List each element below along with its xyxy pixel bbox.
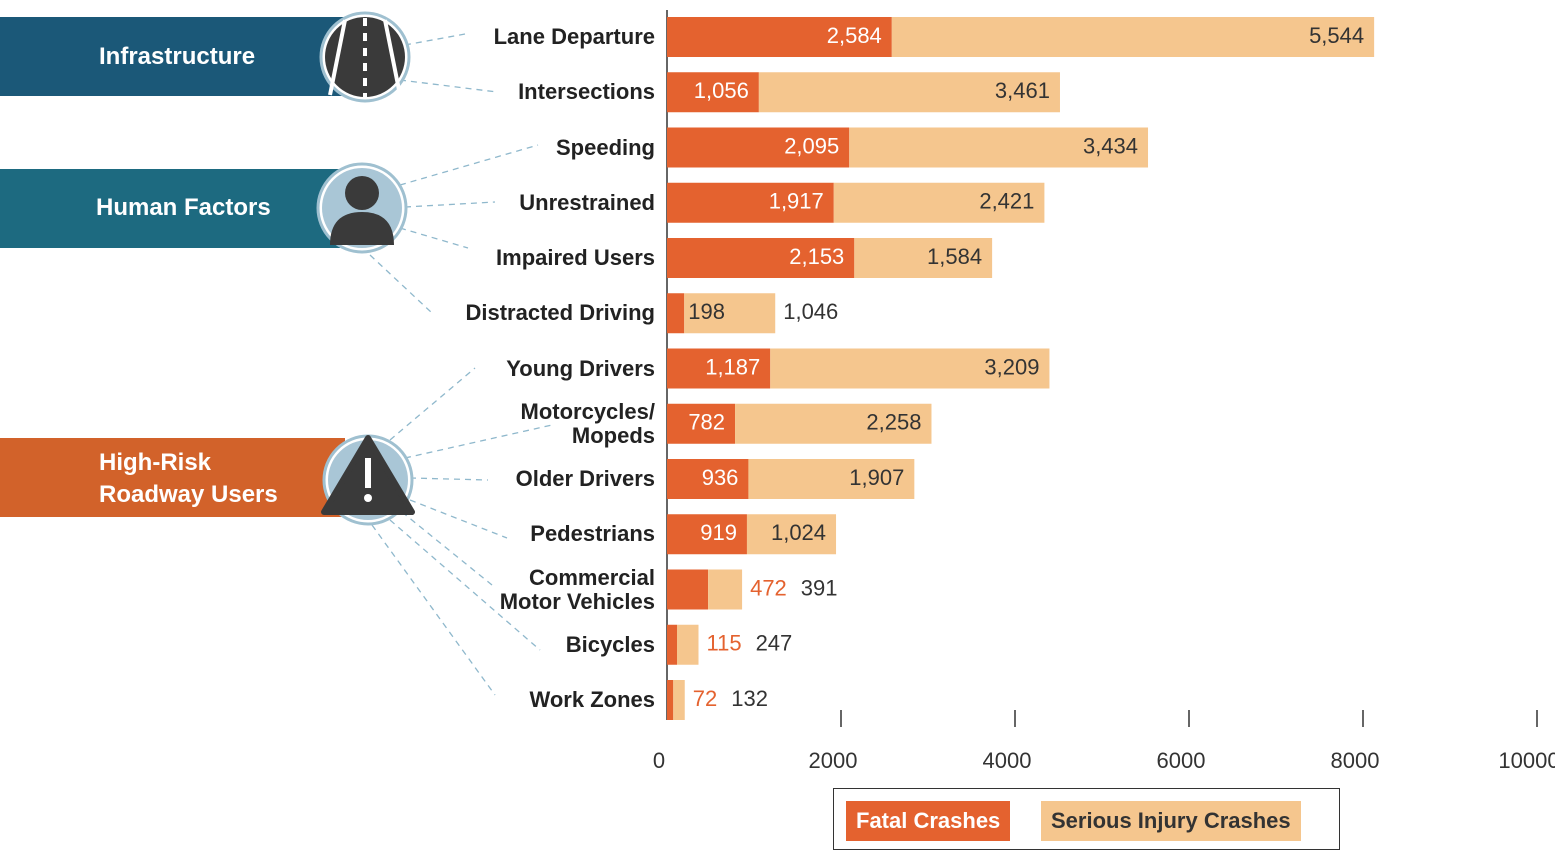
bar-serious	[833, 182, 1045, 223]
value-label: 2,584	[827, 23, 882, 48]
bar-fatal	[667, 459, 749, 499]
group-label: High-Risk Roadway Users	[99, 449, 278, 508]
legend-entry: Serious Injury Crashes	[1041, 801, 1301, 841]
value-label: 2,421	[979, 189, 1034, 214]
value-label: 391	[801, 575, 838, 600]
bar-fatal	[667, 17, 892, 57]
category-label: Commercial Motor Vehicles	[499, 564, 655, 614]
value-label: 2,258	[866, 410, 921, 435]
bar-serious	[677, 624, 699, 665]
value-label: 132	[731, 686, 768, 711]
value-label: 472	[750, 575, 787, 600]
bar-serious	[673, 680, 685, 720]
bar-serious	[854, 238, 993, 278]
category-label: Bicycles	[565, 631, 655, 657]
value-label: 2,153	[789, 244, 844, 269]
bar-fatal	[667, 624, 678, 665]
bar-fatal	[667, 514, 747, 555]
category-label: Speeding	[555, 134, 655, 160]
category-label: Intersections	[518, 79, 655, 105]
icon-road	[319, 11, 411, 103]
category-label: Older Drivers	[515, 466, 655, 491]
banner	[0, 169, 340, 248]
x-tick-label: 10000	[1498, 748, 1555, 773]
value-label: 2,095	[784, 133, 839, 158]
value-label: 1,584	[927, 244, 982, 269]
value-label: 1,046	[783, 299, 838, 324]
banner	[0, 438, 345, 517]
category-label: Distracted Driving	[465, 300, 656, 326]
x-tick-label: 8000	[1331, 748, 1380, 773]
value-label: 919	[700, 520, 737, 545]
icon-warning	[321, 434, 415, 526]
value-label: 1,187	[705, 354, 760, 379]
value-label: 115	[706, 631, 741, 656]
x-tick-label: 4000	[983, 748, 1032, 773]
x-tick-label: 6000	[1157, 748, 1206, 773]
value-label: 247	[756, 631, 793, 656]
group-label: Infrastructure	[99, 43, 256, 70]
value-label: 198	[688, 299, 725, 324]
category-label: Lane Departure	[493, 24, 655, 49]
bar-serious	[758, 72, 1060, 113]
value-label: 1,907	[849, 465, 904, 490]
icon-person	[316, 162, 408, 254]
legend-entry: Fatal Crashes	[846, 801, 1011, 841]
bar-fatal	[667, 348, 771, 389]
value-label: 72	[693, 686, 717, 711]
banner	[0, 17, 345, 96]
bar-fatal	[667, 127, 850, 168]
bar-fatal	[667, 569, 709, 610]
bar-fatal	[667, 238, 855, 278]
bar-fatal	[667, 680, 674, 720]
connectors	[369, 33, 553, 696]
value-label: 3,434	[1083, 133, 1138, 158]
category-label: Work Zones	[529, 687, 655, 712]
bar-fatal	[667, 72, 759, 113]
group-label: Human Factors	[96, 194, 271, 221]
x-tick-label: 2000	[809, 748, 858, 773]
bar-serious	[891, 17, 1375, 57]
group-banners	[0, 17, 345, 517]
bar-serious	[849, 127, 1149, 168]
bar-fatal	[667, 293, 685, 334]
bar-serious	[684, 293, 776, 334]
value-label: 936	[702, 465, 739, 490]
value-label: 1,917	[769, 189, 824, 214]
value-label: 3,461	[995, 78, 1050, 103]
bar-serious	[770, 348, 1050, 389]
bar-serious	[735, 403, 932, 444]
category-label: Young Drivers	[506, 355, 655, 381]
value-label: 1,056	[694, 78, 749, 103]
bar-serious	[746, 514, 837, 555]
legend: Fatal Crashes Serious Injury Crashes	[833, 788, 1340, 850]
category-label: Pedestrians	[530, 521, 655, 547]
value-label: 782	[688, 410, 725, 435]
category-label: Unrestrained	[519, 189, 655, 215]
bar-fatal	[667, 403, 736, 444]
x-tick-label: 0	[653, 748, 665, 773]
bar-serious	[708, 569, 743, 610]
category-label: Motorcycles/ Mopeds	[520, 398, 656, 448]
value-label: 3,209	[984, 354, 1039, 379]
value-label: 5,544	[1309, 23, 1364, 48]
value-label: 1,024	[771, 520, 826, 545]
category-label: Impaired Users	[496, 245, 655, 270]
bar-serious	[748, 459, 915, 499]
bar-fatal	[667, 182, 834, 223]
